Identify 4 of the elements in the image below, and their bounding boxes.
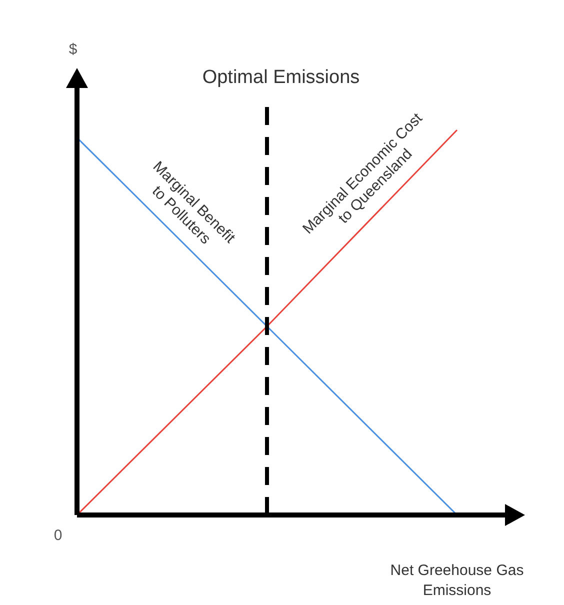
y-axis-title: $ (68, 41, 78, 58)
chart-title: Optimal Emissions (202, 67, 360, 88)
x-axis-title: Net Greehouse Gas Emissions (390, 562, 524, 599)
text: 0 (54, 527, 62, 544)
